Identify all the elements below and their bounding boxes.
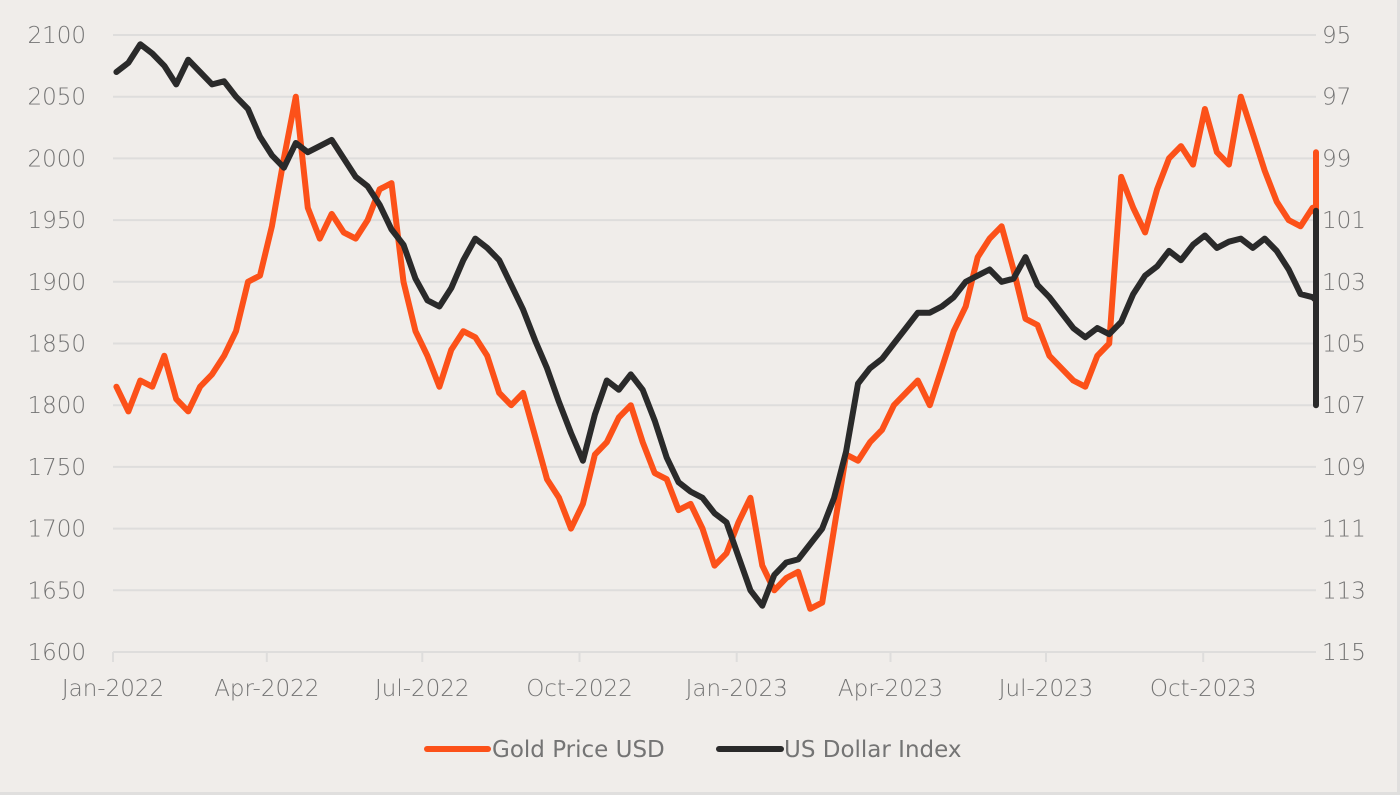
- gridlines: [113, 34, 1316, 653]
- y-left-tick-label: 1900: [27, 270, 86, 296]
- y-right-tick-label: 107: [1322, 393, 1366, 419]
- legend-label-usd: US Dollar Index: [784, 737, 962, 763]
- y-left-tick-label: 2100: [27, 23, 86, 49]
- y-left-tick-label: 1700: [27, 517, 86, 543]
- y-right-tick-label: 103: [1322, 270, 1366, 296]
- y-right-tick-label: 115: [1322, 640, 1366, 666]
- y-left-tick-label: 1800: [27, 393, 86, 419]
- y-left-tick-label: 1950: [27, 208, 86, 234]
- legend: Gold Price USD US Dollar Index: [424, 737, 962, 763]
- y-left-tick-label: 1650: [27, 578, 86, 604]
- y-right-tick-label: 101: [1322, 208, 1366, 234]
- y-right-tick-label: 97: [1322, 85, 1351, 111]
- x-axis: Jan-2022 Apr-2022 Jul-2022 Oct-2022 Jan-2023…: [62, 652, 1257, 702]
- y-right-tick-label: 105: [1322, 332, 1366, 358]
- y-left-tick-label: 2050: [27, 85, 86, 111]
- x-tick-label: Jan-2022: [62, 676, 164, 702]
- x-tick-label: Jul-2022: [375, 676, 470, 702]
- y-right-tick-label: 113: [1322, 578, 1366, 604]
- y-right-tick-label: 95: [1322, 23, 1351, 49]
- gold-price-line: [113, 93, 1319, 612]
- y-left-tick-label: 1600: [27, 640, 86, 666]
- x-tick-label: Apr-2023: [838, 676, 943, 702]
- x-tick-label: Apr-2022: [214, 676, 319, 702]
- x-tick-label: Jul-2023: [999, 676, 1094, 702]
- series-lines: [113, 41, 1319, 612]
- y-left-tick-label: 2000: [27, 146, 86, 172]
- legend-label-gold: Gold Price USD: [492, 737, 665, 763]
- x-tick-label: Oct-2022: [526, 676, 633, 702]
- y-axis-left: 1600 1650 1700 1750 1800 1850 1900 1950 2000 2050…: [27, 23, 86, 666]
- y-right-tick-label: 111: [1322, 517, 1366, 543]
- y-left-tick-label: 1850: [27, 332, 86, 358]
- x-tick-label: Jan-2023: [686, 676, 788, 702]
- y-left-tick-label: 1750: [27, 455, 86, 481]
- y-right-tick-label: 109: [1322, 455, 1366, 481]
- y-axis-right: 95 97 99 101 103 105 107 109 111 113 115: [1322, 23, 1366, 666]
- y-right-tick-label: 99: [1322, 146, 1351, 172]
- us-dollar-index-line: [113, 41, 1319, 609]
- x-tick-label: Oct-2023: [1150, 676, 1257, 702]
